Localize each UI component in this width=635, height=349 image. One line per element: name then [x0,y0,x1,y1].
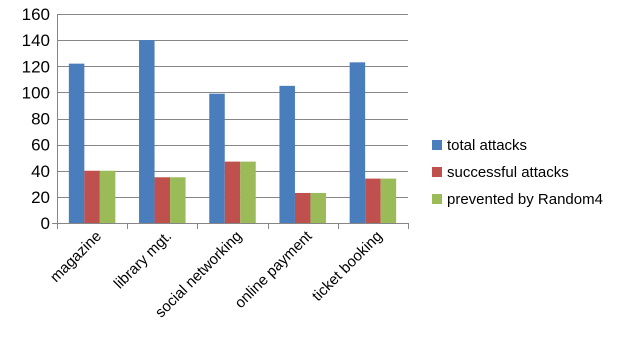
y-tick-label: 20 [31,188,50,207]
x-category-label: library mgt. [111,228,175,292]
bars [68,40,397,224]
bar-successful-attacks [294,192,311,223]
bar-prevented-by-random4 [380,178,397,223]
y-tick-label: 60 [31,136,50,155]
y-tick-label: 0 [41,214,50,233]
bar-successful-attacks [154,177,171,223]
y-tick-label: 80 [31,110,50,129]
gridlines [57,14,408,198]
legend-swatch [432,194,442,204]
y-axis-tick-labels: 0 20 40 60 80 100 120 140 160 [22,5,50,233]
x-category-label: magazine [47,228,105,286]
bar-successful-attacks [365,178,381,223]
bar-total-attacks [68,63,85,224]
bar-prevented-by-random4 [99,170,116,223]
legend-label: successful attacks [447,164,569,181]
bar-total-attacks [209,93,225,224]
y-tick-label: 120 [22,57,50,76]
bar-successful-attacks [224,161,241,223]
y-tick-label: 160 [22,5,50,24]
bar-prevented-by-random4 [310,192,326,223]
bar-total-attacks [279,85,295,223]
x-category-label: ticket booking [309,228,386,305]
legend-label: total attacks [447,137,527,154]
legend-swatch [432,140,442,150]
x-axis-category-labels: magazine library mgt.social networkingonl… [47,227,386,321]
bar-prevented-by-random4 [240,161,256,223]
legend: total attacks successful attacks prevented… [432,137,603,208]
y-tick-label: 100 [22,83,50,102]
legend-label: prevented by Random4 [447,191,603,208]
y-tick-label: 140 [22,31,50,50]
bar-successful-attacks [84,170,100,223]
legend-swatch [432,167,442,177]
bar-total-attacks [349,62,366,223]
y-tick-label: 40 [31,162,50,181]
bar-prevented-by-random4 [170,177,186,223]
axes [52,14,409,229]
bar-total-attacks [139,40,155,223]
